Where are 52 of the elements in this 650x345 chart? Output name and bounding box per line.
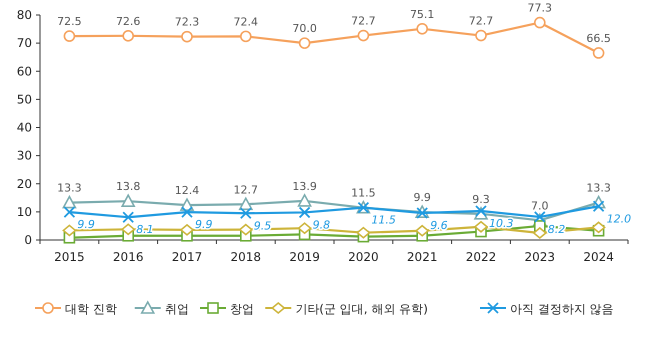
data-label: 9.9 [195,218,212,232]
data-label: 75.1 [410,8,434,21]
y-tick-label: 60 [16,64,32,78]
x-tick-label: 2020 [348,250,379,264]
x-tick-label: 2022 [466,250,496,264]
legend-label: 기타(군 입대, 해외 유학) [295,302,428,316]
data-label: 72.4 [234,15,258,28]
data-label: 72.5 [57,15,82,28]
x-tick-label: 2023 [524,250,556,264]
x-tick-label: 2024 [583,250,614,264]
data-label: 66.5 [586,32,611,45]
data-label: 72.7 [468,14,494,28]
y-tick-label: 70 [16,36,32,50]
legend-label: 취업 [164,302,189,316]
data-label: 72.7 [351,14,376,28]
data-label: 9.8 [312,218,330,232]
data-label: 12.0 [606,212,632,226]
data-label: 70.0 [292,22,317,36]
data-label: 9.3 [472,192,490,206]
data-label: 9.6 [430,219,448,232]
y-tick-label: 0 [24,233,32,247]
data-label: 9.9 [413,191,431,204]
data-label: 7.0 [531,199,549,212]
data-label: 13.9 [292,180,317,193]
legend-label: 창업 [230,302,254,316]
data-label: 11.5 [371,214,396,227]
legend-label: 아직 결정하지 않음 [510,302,614,316]
x-tick-label: 2017 [172,250,202,264]
data-label: 11.5 [351,186,376,200]
data-label: 12.4 [174,184,200,198]
y-tick-label: 40 [16,120,32,134]
data-label: 10.3 [489,217,514,230]
data-label: 13.3 [586,182,611,195]
data-label: 8.2 [548,222,566,236]
y-tick-label: 30 [16,148,32,163]
data-label: 13.3 [57,182,82,195]
x-tick-label: 2018 [230,250,262,264]
x-tick-label: 2016 [112,250,144,264]
x-tick-label: 2015 [54,250,85,264]
data-label: 13.8 [116,180,140,194]
x-tick-label: 2021 [406,250,438,264]
data-label: 77.3 [528,2,552,15]
data-label: 72.3 [174,16,200,29]
data-label: 72.6 [116,14,140,28]
legend-label: 대학 진학 [65,302,117,316]
y-tick-label: 10 [16,204,32,219]
data-label: 9.9 [77,218,95,232]
y-tick-label: 50 [16,92,32,106]
y-tick-label: 80 [16,8,32,22]
y-tick-label: 20 [16,176,32,191]
x-tick-label: 2019 [289,250,320,264]
data-label: 12.7 [234,183,258,196]
